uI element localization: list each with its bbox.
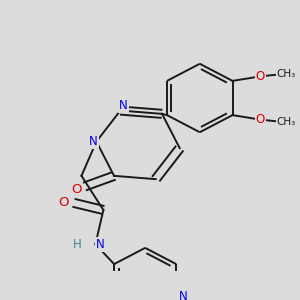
- Text: N: N: [89, 135, 98, 148]
- Text: H: H: [73, 238, 82, 251]
- Text: N: N: [119, 99, 128, 112]
- Text: N: N: [96, 238, 105, 251]
- Text: CH₃: CH₃: [277, 117, 296, 127]
- Text: O: O: [256, 113, 265, 126]
- Text: O: O: [256, 70, 265, 83]
- Text: O: O: [71, 183, 82, 196]
- Text: N: N: [179, 290, 188, 300]
- Text: CH₃: CH₃: [277, 69, 296, 79]
- Text: O: O: [58, 196, 69, 209]
